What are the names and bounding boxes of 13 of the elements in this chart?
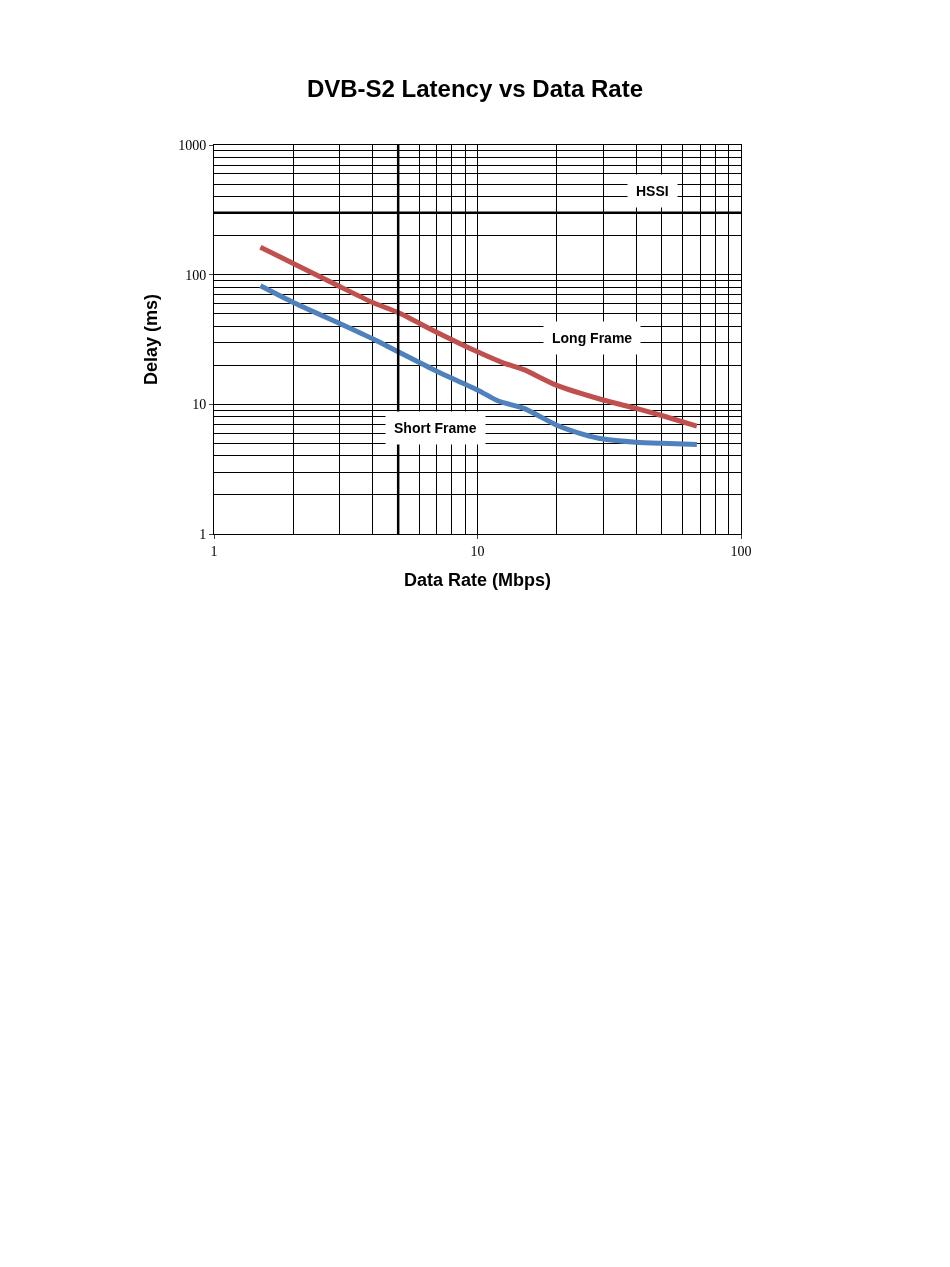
series-label: Short Frame [394, 420, 477, 436]
y-tick-label: 100 [185, 267, 207, 283]
x-tick-label: 1 [210, 543, 218, 559]
chart-title: DVB-S2 Latency vs Data Rate [306, 75, 644, 103]
y-tick-label: 10 [192, 397, 207, 413]
y-tick-label: 1 [199, 526, 207, 542]
x-axis-title: Data Rate (Mbps) [403, 569, 552, 590]
x-tick-label: 100 [730, 543, 752, 559]
y-axis-title: Delay (ms) [141, 293, 162, 386]
text: Long Frame [552, 330, 633, 346]
y-tick-label: 1000 [178, 137, 207, 153]
x-tick-label: 10 [470, 543, 485, 559]
annotation: HSSI [636, 183, 669, 199]
